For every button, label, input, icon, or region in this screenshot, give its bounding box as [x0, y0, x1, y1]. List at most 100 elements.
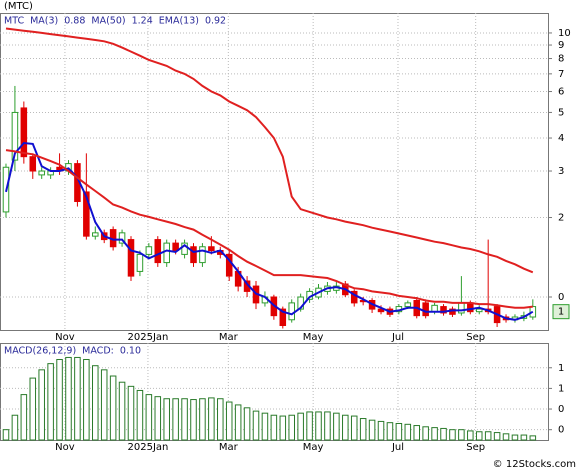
y-tick-label: 3: [558, 166, 564, 177]
macd-bar: [315, 411, 322, 441]
macd-bar: [422, 426, 429, 441]
macd-bar: [145, 394, 153, 441]
macd-bar: [83, 359, 90, 441]
legend-name: MACD:: [82, 346, 114, 357]
price-panel: [0, 13, 549, 331]
y-tick-label: 0: [558, 404, 564, 415]
macd-bar: [297, 412, 304, 441]
legend-value: 0.88: [64, 16, 85, 27]
macd-bar: [270, 414, 278, 441]
macd-bar: [359, 418, 367, 441]
x-tick-label: 2025Jan: [128, 442, 169, 453]
macd-bar: [127, 385, 135, 441]
candle-body: [404, 302, 412, 308]
y-tick-label: 4: [558, 133, 564, 144]
macd-bar: [449, 429, 456, 441]
x-tick-label: Sep: [466, 332, 485, 343]
macd-bar: [56, 359, 63, 441]
macd-bar: [493, 432, 501, 441]
macd-bar: [431, 427, 438, 441]
macd-bar: [172, 398, 179, 441]
candle-body: [11, 111, 19, 161]
macd-bar: [163, 398, 170, 441]
legend-name: MA(50): [91, 16, 125, 27]
legend-symbol: MTC: [4, 16, 24, 27]
macd-bar: [92, 365, 99, 441]
macd-bar: [386, 422, 394, 441]
macd-bar: [181, 398, 188, 441]
y-tick-label: 6: [558, 87, 564, 98]
candle-body: [422, 302, 429, 317]
y-tick-label: 1: [558, 363, 564, 374]
macd-bar: [529, 435, 537, 441]
macd-bar: [20, 394, 28, 441]
macd-bar: [29, 377, 37, 441]
y-tick-label: 8: [558, 54, 564, 65]
y-tick-label: 9: [558, 40, 564, 51]
y-tick-label: 2: [558, 213, 564, 224]
indicator-line: [5, 27, 534, 274]
macd-bar: [208, 397, 215, 441]
y-tick-label: 10: [558, 28, 571, 39]
macd-bar: [154, 396, 162, 441]
macd-bar: [377, 420, 385, 441]
macd-bar: [368, 419, 376, 441]
candle-body: [83, 191, 90, 237]
x-tick-label: Jul: [391, 442, 404, 453]
macd-bar: [350, 415, 358, 441]
macd-bar: [217, 398, 224, 441]
candle-body: [279, 308, 287, 327]
candle-body: [288, 302, 295, 321]
candle-body: [475, 308, 483, 313]
x-tick-label: 2025Jan: [128, 332, 169, 343]
macd-bar: [484, 431, 492, 441]
y-tick-label: 1: [558, 383, 564, 394]
x-tick-label: Sep: [466, 442, 485, 453]
macd-bar: [243, 407, 251, 441]
macd-bar: [225, 401, 233, 441]
macd-bar: [306, 411, 313, 441]
price-box: [552, 304, 570, 320]
macd-bar: [467, 430, 474, 441]
y-tick-label: 7: [558, 69, 564, 80]
macd-bar: [279, 415, 287, 441]
candle-body: [208, 246, 215, 252]
macd-bar: [413, 425, 421, 441]
candle-body: [136, 253, 144, 272]
macd-bar: [458, 429, 465, 441]
macd-bar: [288, 414, 295, 441]
x-tick-label: May: [303, 332, 324, 343]
x-tick-label: Mar: [219, 332, 239, 343]
macd-bar: [252, 410, 260, 441]
macd-bar: [109, 375, 117, 441]
macd-bar: [502, 433, 510, 441]
macd-bar: [234, 404, 242, 441]
macd-bar: [333, 412, 340, 441]
indicator-line: [5, 149, 533, 309]
candle-body: [199, 246, 206, 264]
y-tick-label: 0: [558, 425, 564, 436]
x-tick-label: Nov: [55, 442, 75, 453]
macd-bar: [395, 422, 403, 441]
panel-title: MACD(26,12,9): [4, 346, 76, 357]
candle-body: [92, 232, 99, 237]
watermark: © 12Stocks.com: [493, 459, 576, 470]
macd-bar: [324, 411, 331, 441]
price-label: 1: [558, 307, 564, 318]
macd-panel: [0, 343, 549, 441]
indicator-line: [5, 141, 534, 321]
macd-bar: [65, 356, 72, 441]
x-tick-label: May: [303, 442, 324, 453]
candle-body: [190, 246, 197, 264]
candle-body: [127, 239, 135, 277]
candle-body: [163, 242, 170, 264]
legend-value: 1.24: [132, 16, 153, 27]
macd-bar: [74, 356, 81, 441]
macd-bar: [440, 427, 447, 441]
y-tick-label: 0: [558, 292, 564, 303]
macd-bar: [404, 423, 412, 441]
candle-body: [20, 107, 28, 158]
candle-body: [440, 306, 447, 314]
candle-body: [377, 308, 385, 313]
